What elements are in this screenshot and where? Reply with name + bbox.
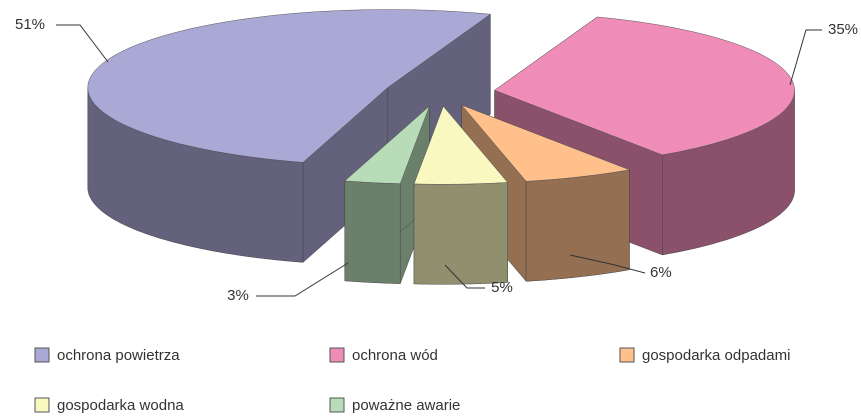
legend-label: gospodarka wodna <box>57 397 184 414</box>
slice <box>344 105 430 284</box>
slice-top <box>413 105 509 185</box>
data-label: 3% <box>227 287 249 304</box>
legend: ochrona powietrza ochrona wód gospodarka o… <box>34 347 790 414</box>
legend-swatch <box>329 397 345 413</box>
slice <box>87 9 492 263</box>
slice-top <box>87 9 492 163</box>
legend-label: poważne awarie <box>352 397 460 414</box>
legend-swatch <box>329 347 345 363</box>
slice-top <box>494 16 795 156</box>
legend-swatch <box>34 347 50 363</box>
data-label: 6% <box>650 264 672 281</box>
leader-line <box>256 262 349 297</box>
leader-line <box>56 24 109 63</box>
leader-line <box>444 264 485 289</box>
slice-top <box>344 105 430 184</box>
data-label: 51% <box>15 16 45 33</box>
pie <box>87 9 795 285</box>
slice-outer-wall <box>344 180 401 284</box>
slice-outer-wall <box>413 182 508 285</box>
data-label: 35% <box>828 21 858 38</box>
labels: 35% 6% 5% 3% 51% <box>15 16 858 304</box>
legend-label: ochrona wód <box>352 347 438 364</box>
slice-top <box>461 104 631 182</box>
slice <box>413 105 509 285</box>
slice <box>461 104 631 282</box>
legend-swatch <box>619 347 635 363</box>
leader-line <box>789 29 822 86</box>
legend-swatch <box>34 397 50 413</box>
legend-label: gospodarka odpadami <box>642 347 790 364</box>
leader-line <box>569 254 646 274</box>
legend-label: ochrona powietrza <box>57 347 180 364</box>
data-label: 5% <box>491 279 513 296</box>
